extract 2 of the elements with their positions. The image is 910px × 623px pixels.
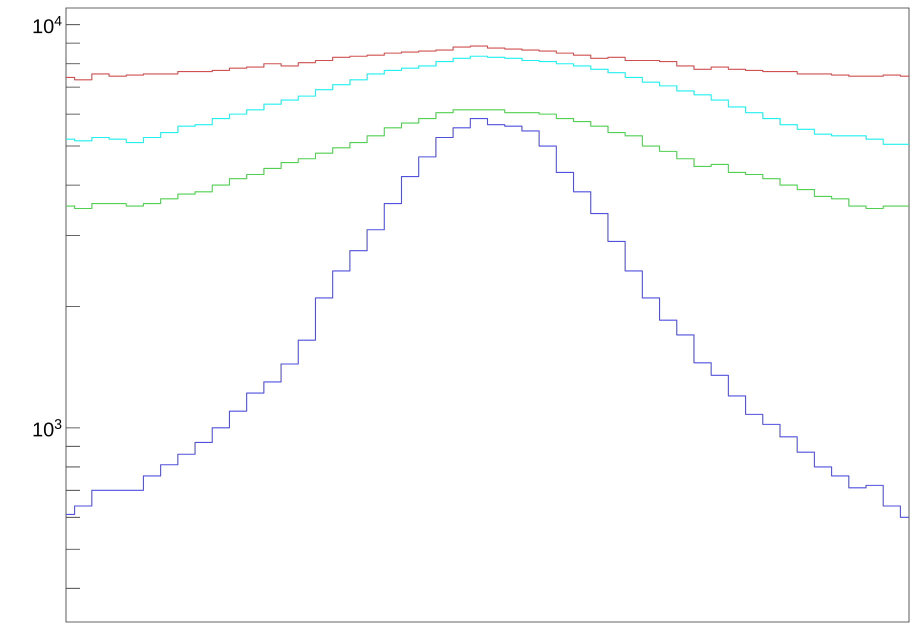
y-tick-label: 10$^{3}$ (34, 419, 62, 437)
y-tick-label: 10$^{4}$ (34, 16, 62, 34)
